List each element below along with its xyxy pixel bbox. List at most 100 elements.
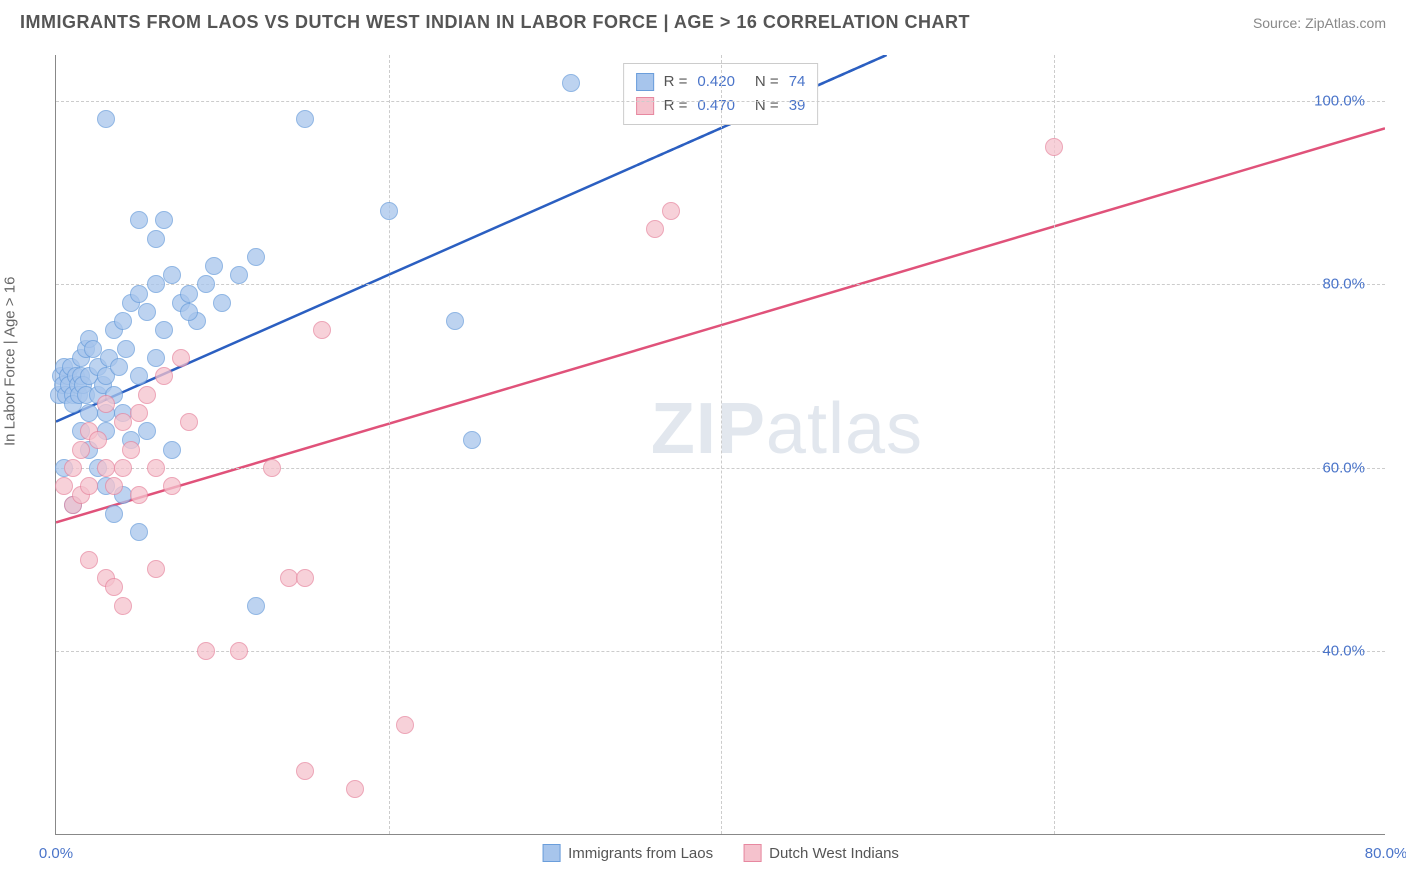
- scatter-point-laos: [163, 266, 181, 284]
- legend-r-label: R =: [664, 94, 688, 118]
- scatter-point-dwi: [138, 386, 156, 404]
- legend-label: Dutch West Indians: [769, 845, 899, 862]
- scatter-point-laos: [163, 441, 181, 459]
- scatter-point-dwi: [130, 486, 148, 504]
- legend-swatch-bottom-laos: [542, 844, 560, 862]
- legend-item-dwi: Dutch West Indians: [743, 844, 899, 862]
- scatter-point-dwi: [105, 578, 123, 596]
- scatter-point-dwi: [180, 413, 198, 431]
- scatter-point-laos: [138, 303, 156, 321]
- scatter-point-dwi: [263, 459, 281, 477]
- y-tick-label: 40.0%: [1322, 643, 1365, 660]
- scatter-point-dwi: [396, 716, 414, 734]
- legend-item-laos: Immigrants from Laos: [542, 844, 713, 862]
- watermark-zip: ZIP: [651, 389, 766, 469]
- scatter-point-dwi: [89, 431, 107, 449]
- scatter-point-laos: [180, 303, 198, 321]
- legend-r-value: 0.470: [697, 94, 735, 118]
- scatter-point-laos: [296, 110, 314, 128]
- scatter-point-laos: [117, 340, 135, 358]
- source-attribution: Source: ZipAtlas.com: [1253, 15, 1386, 31]
- scatter-point-dwi: [296, 569, 314, 587]
- scatter-point-dwi: [114, 597, 132, 615]
- y-tick-label: 80.0%: [1322, 276, 1365, 293]
- scatter-point-dwi: [64, 459, 82, 477]
- scatter-point-laos: [147, 349, 165, 367]
- scatter-point-dwi: [97, 395, 115, 413]
- scatter-point-dwi: [114, 413, 132, 431]
- scatter-point-laos: [380, 202, 398, 220]
- y-tick-label: 60.0%: [1322, 459, 1365, 476]
- scatter-point-dwi: [346, 780, 364, 798]
- legend-label: Immigrants from Laos: [568, 845, 713, 862]
- scatter-point-laos: [205, 257, 223, 275]
- scatter-point-laos: [247, 248, 265, 266]
- scatter-point-dwi: [55, 477, 73, 495]
- scatter-point-laos: [230, 266, 248, 284]
- gridline-vertical: [389, 55, 390, 834]
- scatter-point-dwi: [80, 477, 98, 495]
- scatter-point-dwi: [296, 762, 314, 780]
- scatter-point-laos: [105, 505, 123, 523]
- scatter-point-dwi: [114, 459, 132, 477]
- scatter-point-dwi: [147, 459, 165, 477]
- watermark-atlas: atlas: [766, 389, 923, 469]
- y-tick-label: 100.0%: [1314, 92, 1365, 109]
- y-axis-label: In Labor Force | Age > 16: [2, 277, 19, 446]
- scatter-point-dwi: [230, 642, 248, 660]
- scatter-point-laos: [197, 275, 215, 293]
- scatter-point-laos: [84, 340, 102, 358]
- scatter-point-dwi: [172, 349, 190, 367]
- scatter-point-dwi: [280, 569, 298, 587]
- scatter-point-laos: [213, 294, 231, 312]
- scatter-point-laos: [130, 523, 148, 541]
- scatter-point-laos: [247, 597, 265, 615]
- scatter-point-laos: [463, 431, 481, 449]
- scatter-point-dwi: [197, 642, 215, 660]
- legend-r-label: R =: [664, 70, 688, 94]
- scatter-point-dwi: [105, 477, 123, 495]
- scatter-point-laos: [147, 275, 165, 293]
- legend-n-value: 39: [789, 94, 806, 118]
- scatter-point-dwi: [163, 477, 181, 495]
- scatter-point-dwi: [313, 321, 331, 339]
- watermark: ZIPatlas: [651, 388, 923, 470]
- scatter-point-dwi: [80, 551, 98, 569]
- legend-swatch-bottom-dwi: [743, 844, 761, 862]
- scatter-point-laos: [180, 285, 198, 303]
- legend-n-label: N =: [755, 94, 779, 118]
- scatter-point-laos: [155, 321, 173, 339]
- scatter-point-dwi: [662, 202, 680, 220]
- x-tick-label: 0.0%: [39, 845, 73, 862]
- scatter-point-laos: [97, 110, 115, 128]
- scatter-point-laos: [446, 312, 464, 330]
- scatter-point-dwi: [147, 560, 165, 578]
- series-legend: Immigrants from Laos Dutch West Indians: [542, 844, 899, 862]
- chart-title: IMMIGRANTS FROM LAOS VS DUTCH WEST INDIA…: [20, 12, 970, 33]
- scatter-point-laos: [114, 312, 132, 330]
- scatter-point-laos: [562, 74, 580, 92]
- scatter-point-laos: [138, 422, 156, 440]
- legend-n-value: 74: [789, 70, 806, 94]
- source-name: ZipAtlas.com: [1305, 15, 1386, 31]
- source-prefix: Source:: [1253, 15, 1305, 31]
- legend-swatch-laos: [636, 73, 654, 91]
- chart-plot-area: ZIPatlas R =0.420N =74R =0.470N =39 Immi…: [55, 55, 1385, 835]
- scatter-point-dwi: [130, 404, 148, 422]
- scatter-point-laos: [110, 358, 128, 376]
- scatter-point-laos: [155, 211, 173, 229]
- scatter-point-dwi: [122, 441, 140, 459]
- scatter-point-dwi: [646, 220, 664, 238]
- x-tick-label: 80.0%: [1365, 845, 1406, 862]
- legend-r-value: 0.420: [697, 70, 735, 94]
- scatter-point-laos: [130, 285, 148, 303]
- scatter-point-dwi: [155, 367, 173, 385]
- scatter-point-laos: [130, 211, 148, 229]
- gridline-vertical: [1054, 55, 1055, 834]
- gridline-vertical: [721, 55, 722, 834]
- scatter-point-laos: [130, 367, 148, 385]
- legend-swatch-dwi: [636, 97, 654, 115]
- legend-n-label: N =: [755, 70, 779, 94]
- scatter-point-laos: [147, 230, 165, 248]
- scatter-point-dwi: [1045, 138, 1063, 156]
